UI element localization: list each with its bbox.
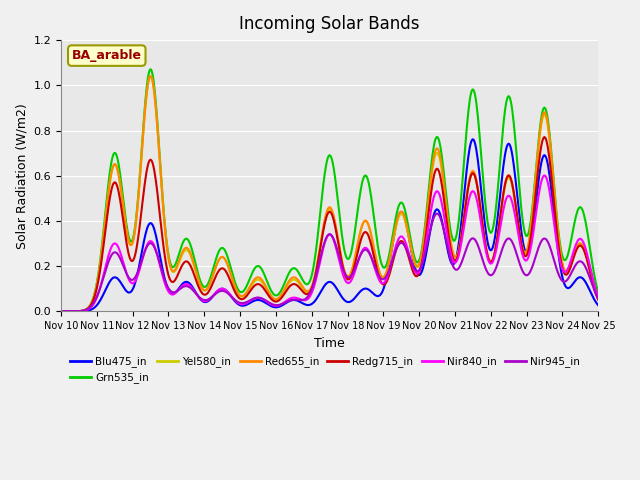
- Nir945_in: [395, 242, 403, 248]
- Yel580_in: [396, 213, 403, 218]
- Blu475_in: [410, 263, 418, 268]
- Nir840_in: [57, 309, 65, 314]
- Yel580_in: [147, 73, 154, 79]
- Nir840_in: [205, 297, 212, 302]
- Blu475_in: [67, 309, 75, 314]
- Grn535_in: [147, 66, 154, 72]
- Nir945_in: [122, 270, 130, 276]
- Nir840_in: [395, 236, 403, 241]
- Redg715_in: [57, 309, 65, 314]
- Y-axis label: Solar Radiation (W/m2): Solar Radiation (W/m2): [15, 103, 28, 249]
- Yel580_in: [57, 309, 65, 314]
- Grn535_in: [67, 309, 75, 314]
- Nir840_in: [122, 269, 130, 275]
- Yel580_in: [412, 262, 419, 267]
- Redg715_in: [177, 266, 184, 272]
- Blu475_in: [469, 136, 477, 142]
- Yel580_in: [595, 296, 602, 302]
- Line: Grn535_in: Grn535_in: [61, 69, 598, 312]
- Red655_in: [147, 73, 154, 79]
- Yel580_in: [177, 254, 185, 260]
- Line: Nir840_in: Nir840_in: [61, 175, 598, 312]
- Line: Nir945_in: Nir945_in: [61, 214, 598, 312]
- Line: Red655_in: Red655_in: [61, 76, 598, 312]
- Redg715_in: [205, 288, 212, 294]
- Nir840_in: [177, 285, 184, 290]
- Nir945_in: [57, 309, 65, 314]
- Nir945_in: [205, 296, 212, 302]
- Red655_in: [412, 261, 419, 266]
- Nir945_in: [67, 309, 75, 314]
- Grn535_in: [396, 202, 403, 207]
- Red655_in: [177, 252, 185, 257]
- Blu475_in: [122, 288, 130, 293]
- Redg715_in: [67, 309, 75, 314]
- Title: Incoming Solar Bands: Incoming Solar Bands: [239, 15, 420, 33]
- Red655_in: [206, 281, 214, 287]
- Nir945_in: [410, 266, 418, 272]
- Blu475_in: [595, 302, 602, 308]
- Grn535_in: [206, 277, 214, 283]
- Red655_in: [396, 210, 403, 216]
- Nir840_in: [595, 294, 602, 300]
- Redg715_in: [410, 272, 418, 277]
- Legend: Blu475_in, Grn535_in, Yel580_in, Red655_in, Redg715_in, Nir840_in, Nir945_in: Blu475_in, Grn535_in, Yel580_in, Red655_…: [66, 352, 584, 387]
- Grn535_in: [177, 244, 185, 250]
- Grn535_in: [595, 290, 602, 296]
- Red655_in: [57, 309, 65, 314]
- Nir840_in: [541, 172, 548, 178]
- Nir840_in: [410, 268, 418, 274]
- Blu475_in: [205, 298, 212, 303]
- Grn535_in: [57, 309, 65, 314]
- Grn535_in: [412, 256, 419, 262]
- Red655_in: [122, 225, 130, 230]
- Nir945_in: [177, 286, 184, 291]
- Yel580_in: [67, 309, 75, 314]
- Redg715_in: [395, 240, 403, 246]
- Text: BA_arable: BA_arable: [72, 49, 142, 62]
- Nir840_in: [67, 309, 75, 314]
- Redg715_in: [541, 134, 548, 140]
- Red655_in: [595, 296, 602, 302]
- Redg715_in: [595, 297, 602, 302]
- Red655_in: [67, 309, 75, 314]
- Grn535_in: [122, 219, 130, 225]
- Nir945_in: [433, 211, 441, 216]
- X-axis label: Time: Time: [314, 336, 345, 349]
- Blu475_in: [395, 212, 403, 218]
- Redg715_in: [122, 237, 130, 243]
- Blu475_in: [57, 309, 65, 314]
- Yel580_in: [122, 225, 130, 230]
- Line: Yel580_in: Yel580_in: [61, 76, 598, 312]
- Line: Redg715_in: Redg715_in: [61, 137, 598, 312]
- Line: Blu475_in: Blu475_in: [61, 139, 598, 312]
- Blu475_in: [177, 283, 184, 289]
- Yel580_in: [206, 282, 214, 288]
- Nir945_in: [595, 296, 602, 302]
